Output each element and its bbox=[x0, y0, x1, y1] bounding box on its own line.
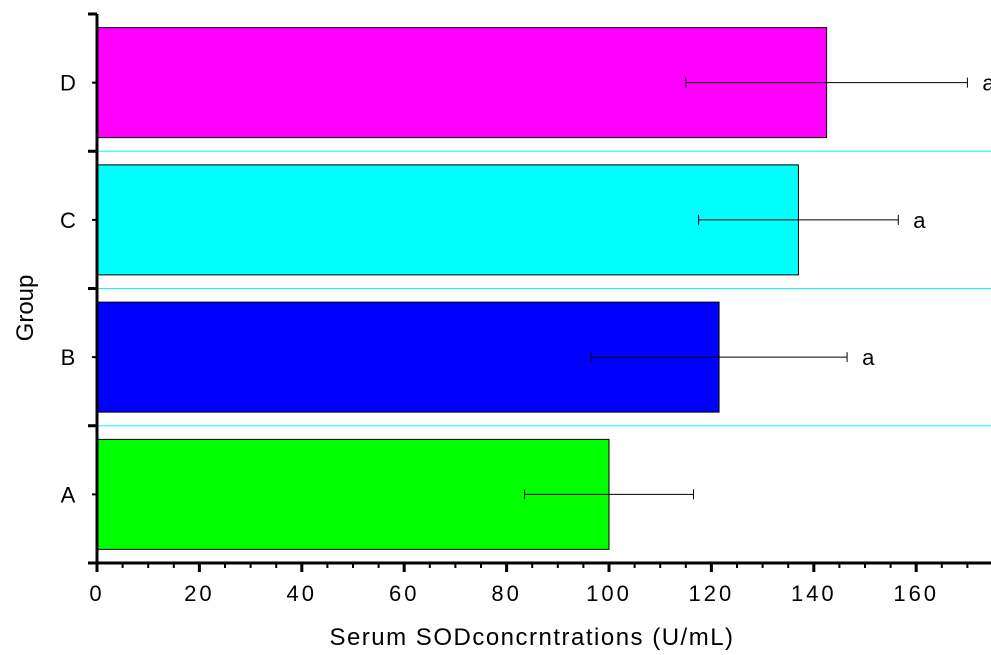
bar-c bbox=[96, 164, 799, 276]
category-label: B bbox=[61, 345, 76, 370]
category-label: C bbox=[60, 208, 76, 233]
x-tick-label: 160 bbox=[893, 581, 939, 606]
category-label: D bbox=[60, 71, 76, 96]
x-tick-label: 120 bbox=[689, 581, 735, 606]
x-axis-title: Serum SODconcrntrations (U/mL) bbox=[329, 624, 734, 651]
x-tick-label: 80 bbox=[491, 581, 521, 606]
error-bars bbox=[524, 77, 968, 500]
significance-label: a bbox=[913, 208, 926, 233]
category-label: A bbox=[61, 482, 76, 507]
significance-label: a bbox=[982, 71, 991, 96]
y-axis-title: Group bbox=[12, 275, 39, 342]
x-tick-label: 60 bbox=[389, 581, 419, 606]
significance-label: a bbox=[862, 345, 875, 370]
bars bbox=[96, 27, 828, 550]
axes bbox=[88, 12, 991, 572]
x-tick-label: 0 bbox=[89, 581, 104, 606]
x-tick-label: 20 bbox=[184, 581, 214, 606]
x-tick-label: 40 bbox=[287, 581, 317, 606]
grid-lines bbox=[97, 150, 991, 427]
x-tick-label: 140 bbox=[791, 581, 837, 606]
x-tick-label: 100 bbox=[586, 581, 632, 606]
bar-a bbox=[96, 438, 610, 550]
labels: A B a C a D a 0 20 40 60 80 100 120 140 160 bbox=[60, 71, 991, 606]
